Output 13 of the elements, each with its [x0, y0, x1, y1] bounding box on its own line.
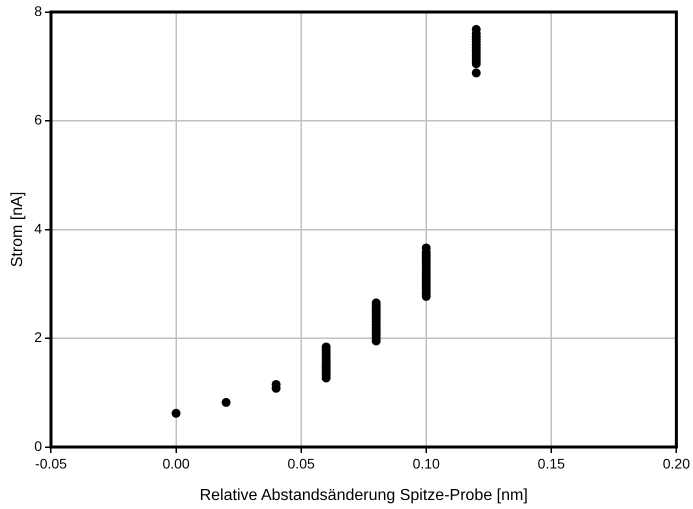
x-tick-label: 0.20 [662, 455, 690, 472]
x-tick-label: 0.00 [162, 455, 190, 472]
y-axis-title: Strom [nA] [9, 192, 26, 268]
x-axis-title: Relative Abstandsänderung Spitze-Probe [nm] [200, 486, 528, 504]
x-tick-label: -0.05 [35, 455, 68, 472]
x-tick-label: 0.15 [538, 455, 566, 472]
y-tick-label: 4 [34, 220, 42, 236]
y-tick-label: 2 [34, 329, 42, 346]
y-tick-label: 8 [34, 2, 42, 19]
y-tick-label: 0 [34, 438, 42, 454]
x-tick-label: 0.10 [412, 455, 440, 472]
y-tick-label: 6 [34, 112, 42, 128]
x-tick-label: 0.05 [288, 455, 315, 472]
